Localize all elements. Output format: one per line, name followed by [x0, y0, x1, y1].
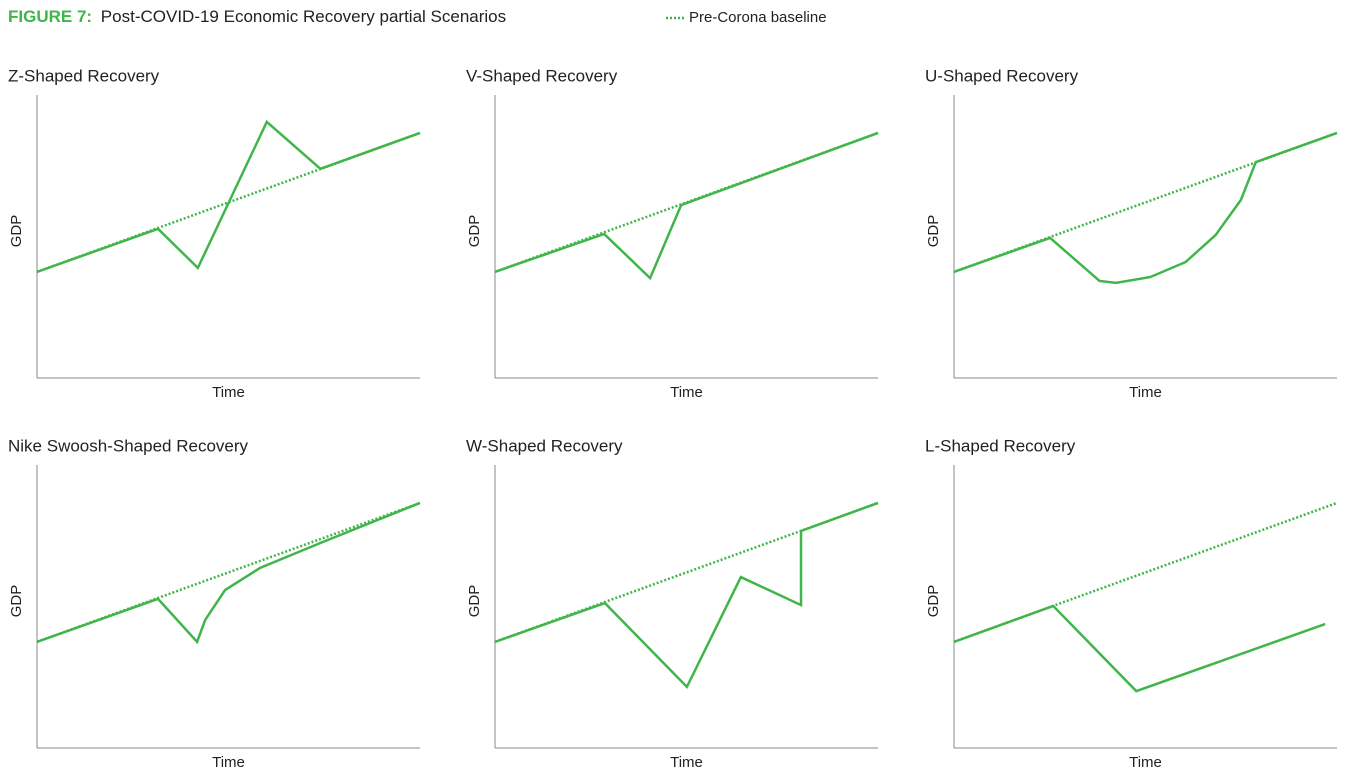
y-axis-label: GDP [466, 585, 483, 618]
legend-label: Pre-Corona baseline [689, 9, 827, 26]
x-axis-label: Time [1129, 384, 1162, 401]
line-solid [953, 604, 1326, 693]
panel-title: U-Shaped Recovery [925, 66, 1079, 85]
figure-title-text: Post-COVID-19 Economic Recovery partial … [101, 7, 506, 26]
line-solid [953, 131, 1338, 285]
y-axis-label: GDP [8, 585, 25, 618]
y-axis-label: GDP [8, 215, 25, 248]
x-axis-label: Time [212, 754, 245, 771]
x-axis-label: Time [670, 384, 703, 401]
line-solid [36, 501, 421, 645]
y-axis-label: GDP [925, 585, 942, 618]
x-axis-label: Time [1129, 754, 1162, 771]
x-axis-label: Time [212, 384, 245, 401]
x-axis-label: Time [670, 754, 703, 771]
panel-title: W-Shaped Recovery [466, 436, 623, 455]
panel-title: Nike Swoosh-Shaped Recovery [8, 436, 249, 455]
y-axis-label: GDP [925, 215, 942, 248]
y-axis-label: GDP [466, 215, 483, 248]
line-solid [494, 501, 879, 690]
figure-label: FIGURE 7: [8, 7, 92, 26]
figure-title: FIGURE 7: Post-COVID-19 Economic Recover… [8, 7, 506, 26]
line-solid [36, 119, 421, 274]
panel-title: V-Shaped Recovery [466, 66, 618, 85]
panel-title: L-Shaped Recovery [925, 436, 1076, 455]
panel-title: Z-Shaped Recovery [8, 66, 160, 85]
line-solid [494, 131, 879, 281]
